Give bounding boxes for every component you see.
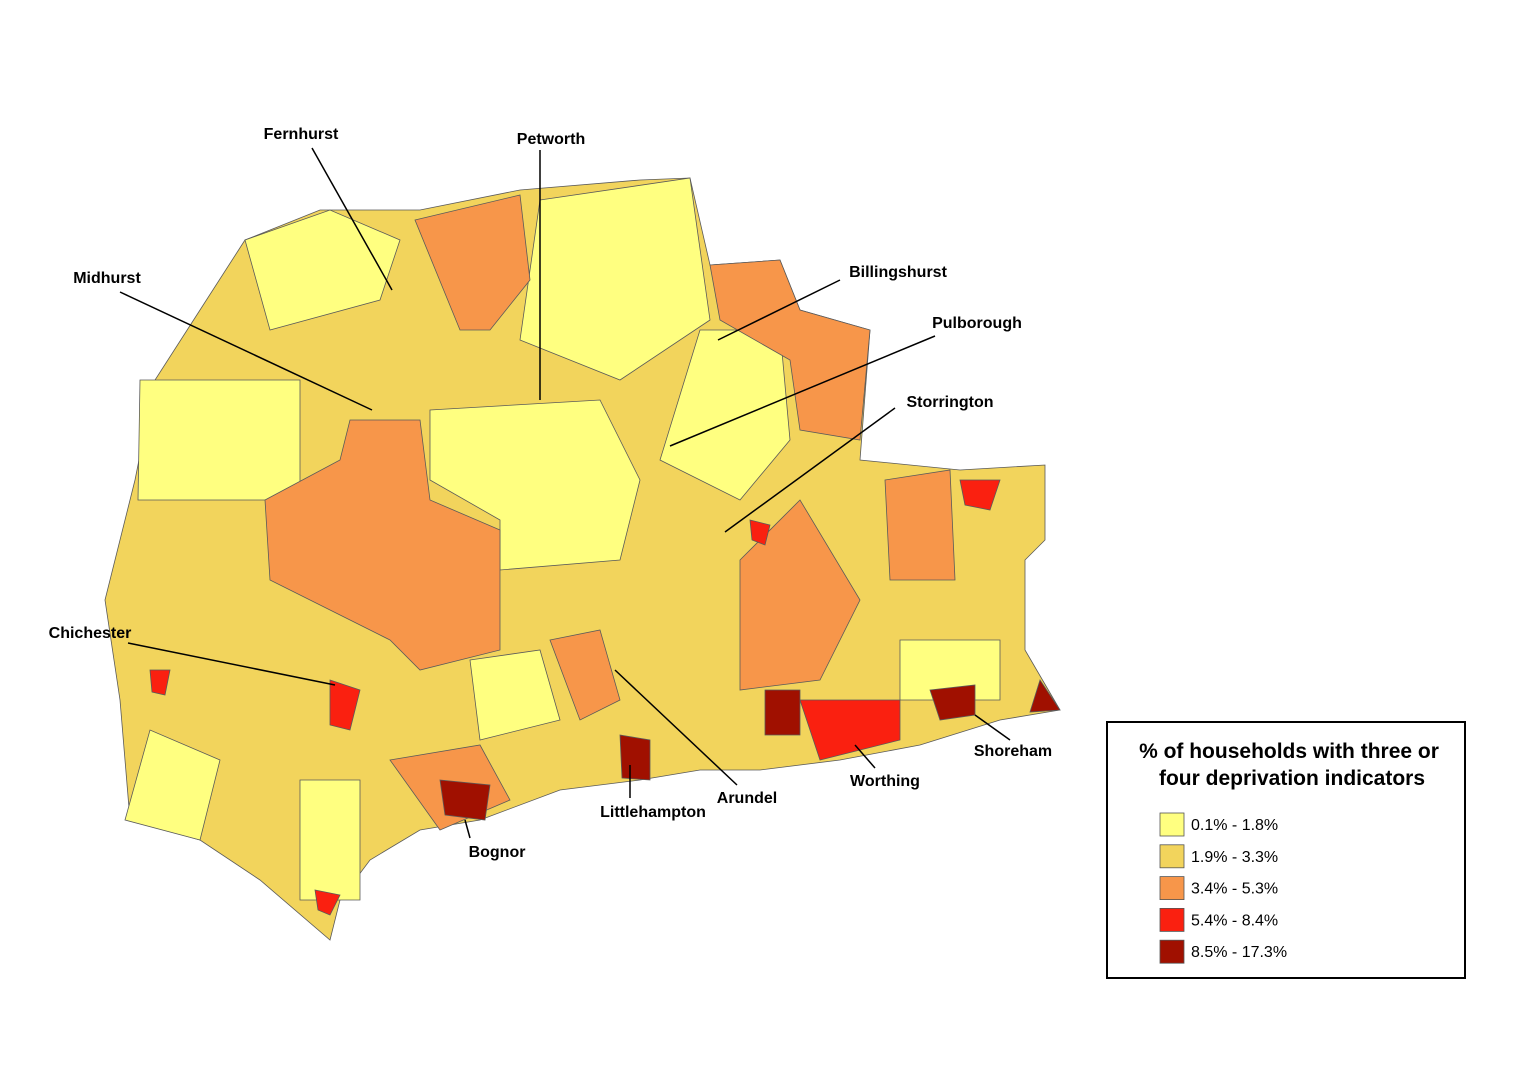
place-labels: Fernhurst Petworth Midhurst Billingshurs… [49,126,1052,861]
region [314,889,341,916]
regions [104,177,1061,941]
legend-label: 8.5% - 17.3% [1191,944,1287,961]
legend-swatch [1159,812,1185,837]
region [799,699,901,761]
region [1029,679,1061,713]
place-label: Storrington [906,394,993,411]
legend-label: 3.4% - 5.3% [1191,881,1278,898]
legend-swatch [1159,876,1185,900]
leader-line [724,407,896,533]
region [709,259,871,441]
legend-label: 1.9% - 3.3% [1191,849,1278,866]
place-label: Billingshurst [849,264,947,281]
region [739,499,861,691]
leader-line [854,744,876,769]
place-label: Fernhurst [264,126,339,143]
region [884,469,956,581]
region [519,177,711,381]
region [124,729,221,841]
legend: % of households with three or four depri… [1106,721,1466,979]
region [414,194,531,331]
place-label: Chichester [49,625,132,642]
region [549,629,621,721]
leader-lines [119,147,1011,839]
legend-label: 0.1% - 1.8% [1191,817,1278,834]
region [749,519,771,546]
region [959,479,1001,511]
place-label: Worthing [850,773,920,790]
legend-swatch [1159,844,1185,869]
leader-line [464,819,471,839]
region [764,689,801,736]
place-label: Midhurst [73,270,141,287]
leader-line [974,714,1011,741]
legend-swatch [1159,939,1185,964]
region [244,209,401,331]
place-label: Pulborough [932,315,1022,332]
place-label: Petworth [517,131,585,148]
region [149,669,171,696]
region [299,779,361,901]
region [429,399,641,571]
leader-line [119,291,373,411]
place-label: Arundel [717,790,777,807]
place-label: Shoreham [974,743,1052,760]
legend-title: % of households with three or [1139,740,1439,763]
region [439,779,491,821]
leader-line [717,279,841,341]
leader-line [127,642,336,686]
leader-line [669,335,936,447]
legend-title: four deprivation indicators [1159,767,1425,790]
region [329,679,361,731]
legend-swatch [1159,908,1185,932]
place-label: Littlehampton [600,804,706,821]
region [137,379,301,501]
leader-line [614,669,738,786]
region [469,649,561,741]
place-label: Bognor [469,844,526,861]
leader-line [311,147,393,291]
region [619,734,651,781]
legend-label: 5.4% - 8.4% [1191,912,1278,929]
region [264,419,501,671]
